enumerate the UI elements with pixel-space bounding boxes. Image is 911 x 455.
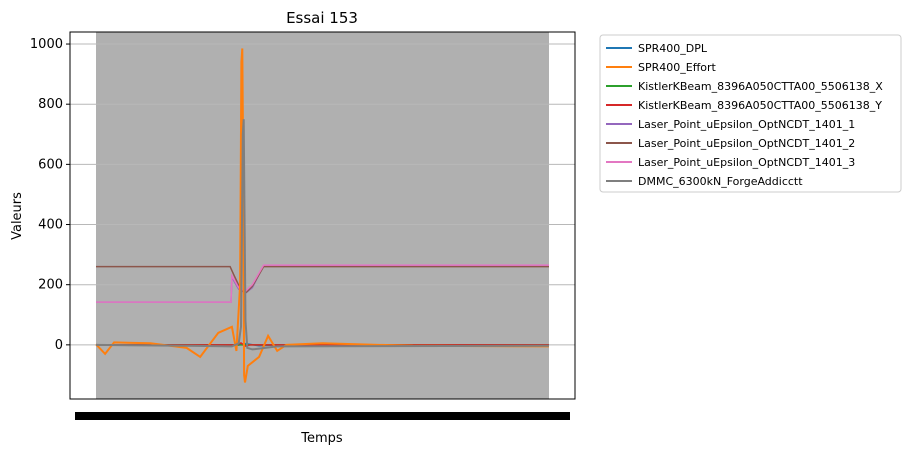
legend-label-3: KistlerKBeam_8396A050CTTA00_5506138_Y (638, 99, 882, 112)
legend-label-2: KistlerKBeam_8396A050CTTA00_5506138_X (638, 80, 883, 93)
y-tick-label-5: 1000 (30, 37, 63, 52)
legend-label-5: Laser_Point_uEpsilon_OptNCDT_1401_2 (638, 137, 855, 150)
legend-label-7: DMMC_6300kN_ForgeAddicctt (638, 175, 803, 188)
legend: SPR400_DPL SPR400_Effort KistlerKBeam_8396… (599, 34, 902, 193)
axes-frame (69, 31, 576, 400)
series-line-7 (95, 119, 550, 351)
series-lines (95, 48, 550, 383)
legend-label-1: SPR400_Effort (638, 61, 717, 74)
y-tick-label-3: 600 (38, 157, 63, 172)
legend-label-4: Laser_Point_uEpsilon_OptNCDT_1401_1 (638, 118, 855, 131)
legend-box (599, 34, 902, 193)
y-tick-label-1: 200 (38, 278, 63, 293)
data-region-fill (96, 32, 549, 399)
x-axis-ticks (75, 412, 570, 420)
legend-label-0: SPR400_DPL (638, 42, 708, 55)
y-axis-ticks: 0 200 400 600 800 1000 (30, 37, 70, 353)
y-tick-label-0: 0 (55, 338, 63, 353)
plot-area (69, 31, 576, 400)
y-tick-label-2: 400 (38, 218, 63, 233)
x-tick-label-band (75, 412, 570, 420)
legend-items: SPR400_DPL SPR400_Effort KistlerKBeam_8396… (606, 42, 883, 188)
y-axis-label: Valeurs (10, 192, 25, 240)
y-tick-label-4: 800 (38, 97, 63, 112)
chart-title: Essai 153 (286, 9, 358, 27)
x-axis-label: Temps (300, 431, 343, 446)
legend-label-6: Laser_Point_uEpsilon_OptNCDT_1401_3 (638, 156, 855, 169)
